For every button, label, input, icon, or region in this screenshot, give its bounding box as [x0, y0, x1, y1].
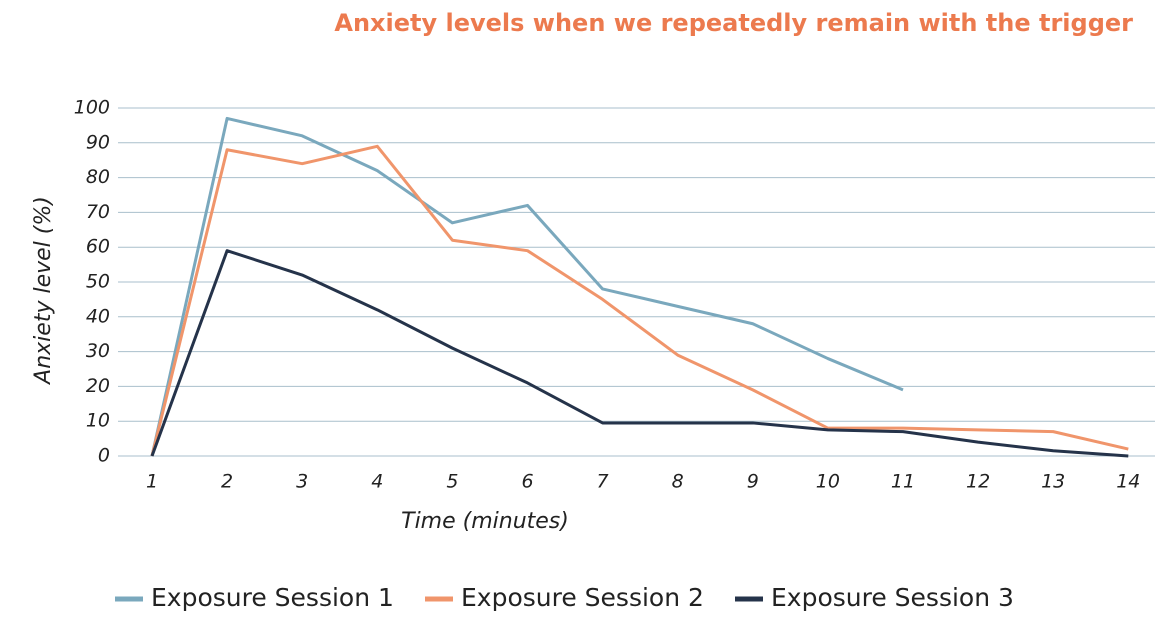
- x-tick-label: 7: [597, 471, 609, 493]
- y-tick-label: 100: [74, 97, 110, 119]
- x-tick-label: 5: [446, 471, 458, 493]
- series-line: [150, 116, 904, 457]
- y-tick-label: 10: [86, 410, 110, 432]
- x-tick-label: 11: [891, 471, 915, 493]
- y-tick-label: 60: [86, 236, 110, 258]
- x-tick-label: 8: [672, 471, 684, 493]
- x-tick-label: 12: [966, 471, 990, 493]
- y-tick-label: 80: [86, 166, 110, 188]
- x-tick-label: 9: [747, 471, 759, 493]
- y-tick-label: 20: [86, 375, 110, 397]
- y-tick-label: 50: [86, 271, 110, 293]
- x-tick-label: 10: [816, 471, 840, 493]
- y-tick-label: 40: [86, 305, 110, 327]
- y-tick-label: 0: [98, 445, 110, 467]
- x-tick-label: 2: [221, 471, 233, 493]
- y-axis-label: Anxiety level (%): [31, 196, 56, 386]
- x-tick-label: 13: [1041, 471, 1065, 493]
- y-tick-label: 70: [86, 201, 110, 223]
- legend-label: Exposure Session 1: [151, 583, 394, 612]
- y-tick-label: 30: [86, 340, 110, 362]
- legend-label: Exposure Session 3: [771, 583, 1014, 612]
- x-tick-label: 4: [371, 471, 383, 493]
- x-tick-label: 3: [296, 471, 308, 493]
- chart-title: Anxiety levels when we repeatedly remain…: [334, 9, 1133, 37]
- x-tick-label: 14: [1116, 471, 1140, 493]
- series-line: [150, 249, 1129, 458]
- x-axis-label: Time (minutes): [401, 509, 569, 534]
- y-tick-label: 90: [86, 131, 110, 153]
- legend-label: Exposure Session 2: [461, 583, 704, 612]
- x-tick-label: 6: [521, 471, 533, 493]
- x-tick-label: 1: [146, 471, 158, 493]
- series-line: [150, 144, 1129, 457]
